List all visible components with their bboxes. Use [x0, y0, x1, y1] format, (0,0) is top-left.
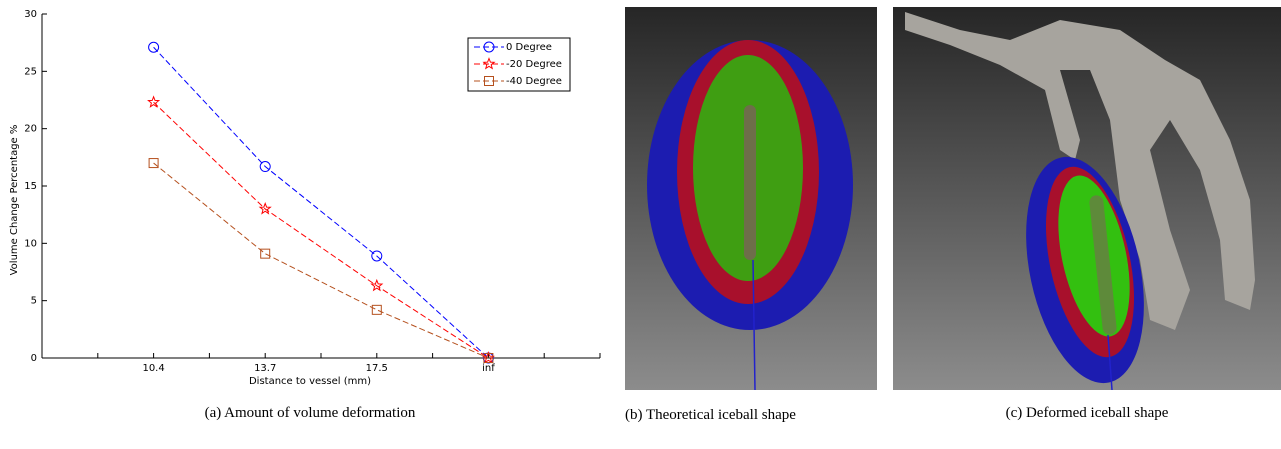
marker [371, 304, 382, 315]
marker [482, 57, 496, 70]
y-tick-label: 15 [24, 181, 37, 192]
caption: (c) Deformed iceball shape [1005, 405, 1169, 421]
x-tick-label: 17.5 [366, 363, 388, 374]
y-tick-label: 10 [24, 238, 37, 249]
marker [371, 250, 383, 262]
y-tick-label: 20 [24, 124, 37, 135]
caption: (b) Theoretical iceball shape [625, 407, 796, 423]
marker [258, 201, 272, 215]
deformed-iceball-image [893, 7, 1281, 391]
y-tick-label: 30 [24, 9, 37, 20]
legend: 0 Degree -20 Degree -40 Degree [467, 37, 571, 92]
x-tick-label: 10.4 [142, 363, 164, 374]
x-tick-label: 13.7 [254, 363, 276, 374]
y-tick-label: 5 [31, 296, 37, 307]
caption: (a) Amount of volume deformation [204, 405, 416, 421]
series-line [153, 162, 489, 359]
marker [484, 76, 494, 86]
marker [483, 41, 495, 53]
legend-label: -40 Degree [506, 76, 562, 87]
marker [260, 248, 271, 259]
x-axis-label: Distance to vessel (mm) [249, 376, 371, 387]
y-tick-label: 0 [31, 353, 37, 364]
marker [148, 158, 159, 169]
y-tick-label: 25 [24, 66, 37, 77]
marker [148, 41, 160, 53]
series-line [153, 46, 489, 359]
x-tick-label: inf [482, 363, 495, 374]
y-axis-label: Volume Change Percentage % [9, 125, 20, 276]
legend-label: -20 Degree [506, 59, 562, 70]
chart: Distance to vessel (mm) Volume Change Pe… [9, 9, 601, 387]
marker [481, 351, 495, 364]
series-line [153, 101, 489, 359]
marker [483, 353, 494, 363]
marker [259, 161, 271, 173]
legend-label: 0 Degree [506, 42, 552, 53]
theoretical-iceball-image [625, 7, 877, 391]
marker [147, 95, 161, 108]
marker [370, 278, 384, 292]
